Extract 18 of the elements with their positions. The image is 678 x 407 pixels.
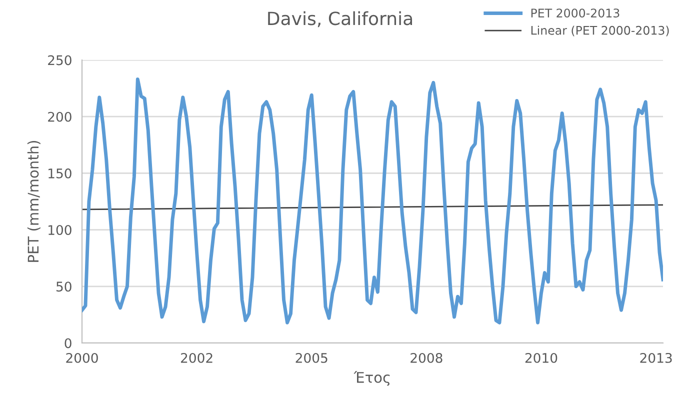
y-tick-label: 50	[56, 282, 72, 292]
legend-label: PET 2000-2013	[531, 8, 620, 18]
x-tick-label: 2008	[410, 352, 442, 363]
x-tick-label: 2005	[296, 352, 328, 363]
chart-title: Davis, California	[268, 11, 412, 28]
y-tick-label: 200	[48, 112, 72, 122]
y-tick-label: 150	[48, 168, 72, 178]
x-axis-title: Έτος	[354, 371, 390, 386]
x-tick-label: 2013	[640, 352, 672, 363]
x-tick-label: 2000	[66, 352, 98, 363]
y-tick-label: 250	[48, 55, 72, 66]
line-series	[82, 78, 663, 324]
x-tick-label: 2002	[180, 352, 212, 363]
x-tick-label: 2010	[525, 352, 558, 363]
y-tick-label: 100	[48, 225, 72, 235]
legend-label: Linear (PET 2000-2013)	[531, 26, 669, 36]
y-axis-title: PET (mm/month)	[27, 140, 40, 262]
y-tick-label: 0	[64, 338, 72, 348]
